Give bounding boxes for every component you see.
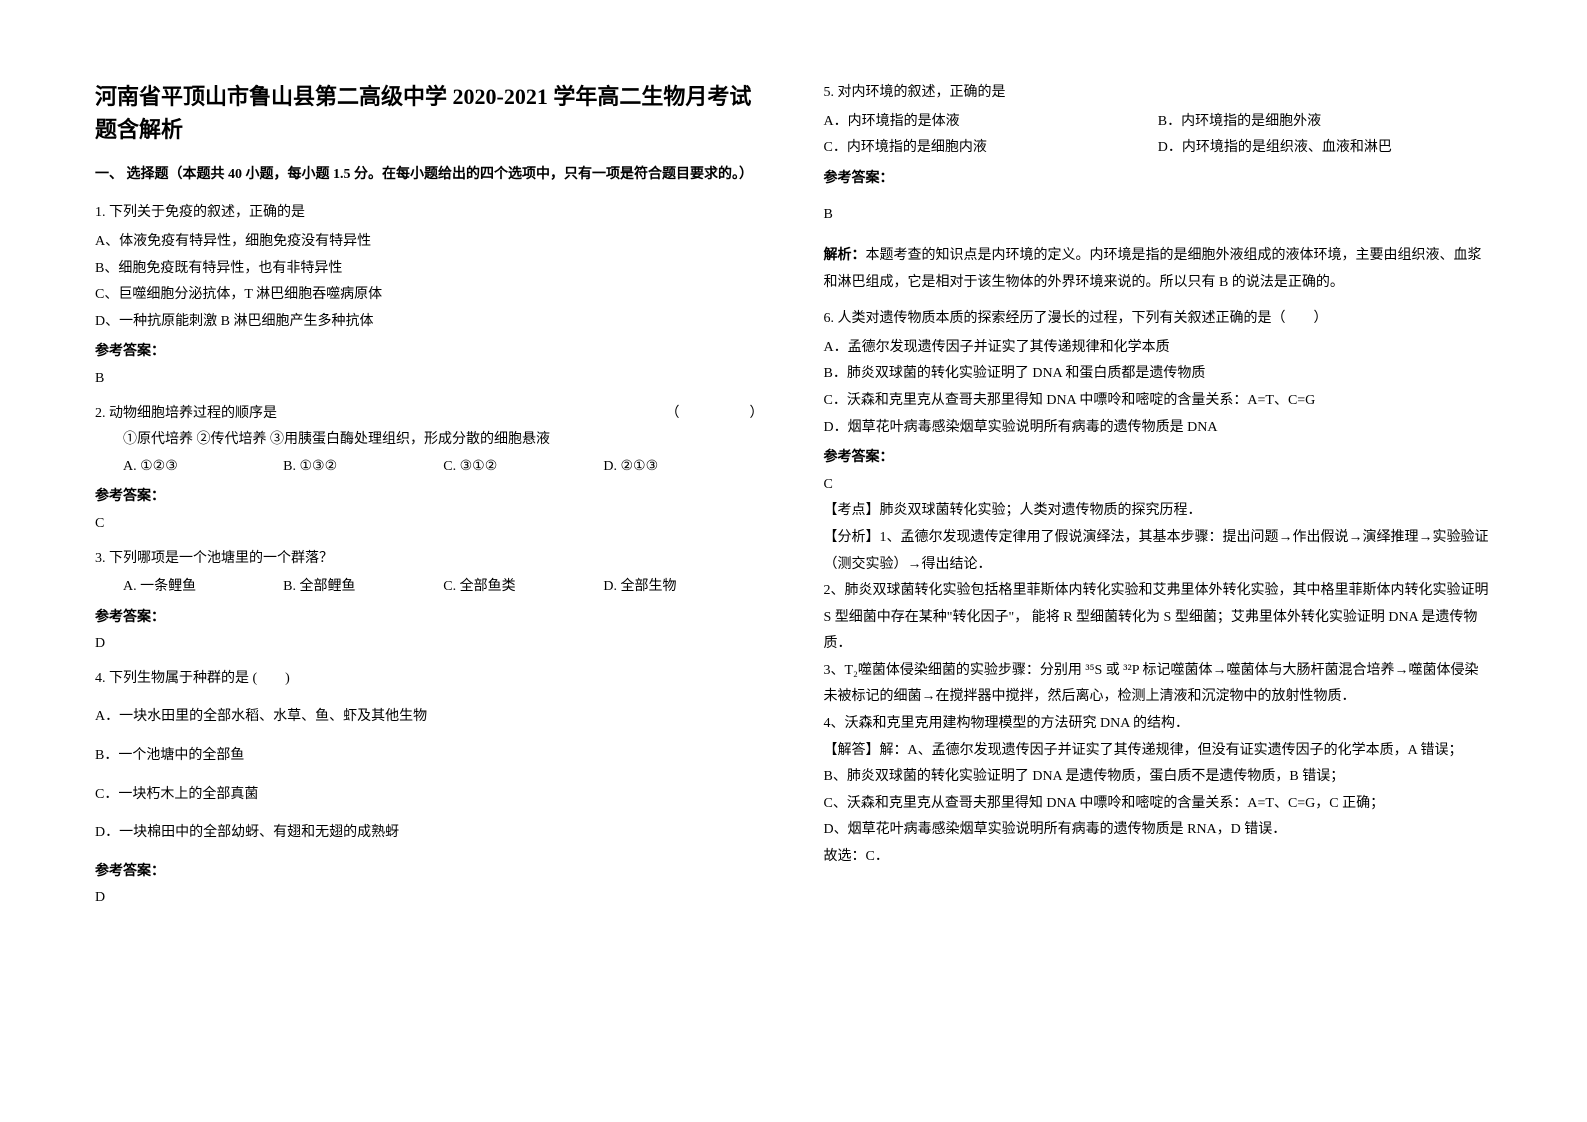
q6-stem: 6. 人类对遗传物质本质的探索经历了漫长的过程，下列有关叙述正确的是（ ）: [824, 306, 1493, 333]
q1-option-c: C、巨噬细胞分泌抗体，T 淋巴细胞吞噬病原体: [95, 282, 764, 309]
q5-options-row2: C．内环境指的是细胞内液 D．内环境指的是组织液、血液和淋巴: [824, 135, 1493, 162]
right-column: 5. 对内环境的叙述，正确的是 A．内环境指的是体液 B．内环境指的是细胞外液 …: [824, 80, 1493, 1042]
q2-paren: （ ）: [666, 401, 764, 428]
q6-fenxi3: 3、T₂噬菌体侵染细菌的实验步骤：分别用 ³⁵S 或 ³²P 标记噬菌体→噬菌体…: [824, 658, 1493, 711]
q6-option-b: B．肺炎双球菌的转化实验证明了 DNA 和蛋白质都是遗传物质: [824, 361, 1493, 388]
q6-jieda-d: D、烟草花叶病毒感染烟草实验说明所有病毒的遗传物质是 RNA，D 错误．: [824, 817, 1493, 844]
q1-option-b: B、细胞免疫既有特异性，也有非特异性: [95, 256, 764, 283]
question-5: 5. 对内环境的叙述，正确的是 A．内环境指的是体液 B．内环境指的是细胞外液 …: [824, 80, 1493, 296]
q6-fenxi1: 【分析】1、孟德尔发现遗传定律用了假说演绎法，其基本步骤：提出问题→作出假说→演…: [824, 525, 1493, 578]
q3-answer: D: [95, 631, 764, 658]
q5-answer: B: [824, 202, 1493, 229]
q2-stem: 2. 动物细胞培养过程的顺序是: [95, 401, 277, 428]
q1-option-a: A、体液免疫有特异性，细胞免疫没有特异性: [95, 229, 764, 256]
q6-fenxi4: 4、沃森和克里克用建构物理模型的方法研究 DNA 的结构．: [824, 711, 1493, 738]
q5-option-a: A．内环境指的是体液: [824, 109, 1158, 136]
q3-option-b: B. 全部鲤鱼: [283, 574, 443, 601]
q4-stem: 4. 下列生物属于种群的是 ( ): [95, 666, 764, 693]
q5-option-c: C．内环境指的是细胞内液: [824, 135, 1158, 162]
question-3: 3. 下列哪项是一个池塘里的一个群落？ A. 一条鲤鱼 B. 全部鲤鱼 C. 全…: [95, 546, 764, 658]
left-column: 河南省平顶山市鲁山县第二高级中学 2020-2021 学年高二生物月考试题含解析…: [95, 80, 764, 1042]
q1-answer-label: 参考答案：: [95, 339, 764, 366]
q4-option-c: C．一块朽木上的全部真菌: [95, 782, 764, 809]
q6-answer-label: 参考答案：: [824, 445, 1493, 472]
q3-answer-label: 参考答案：: [95, 605, 764, 632]
question-2: 2. 动物细胞培养过程的顺序是 （ ） ①原代培养 ②传代培养 ③用胰蛋白酶处理…: [95, 401, 764, 538]
q5-options-row1: A．内环境指的是体液 B．内环境指的是细胞外液: [824, 109, 1493, 136]
q5-answer-label: 参考答案：: [824, 166, 1493, 193]
q6-guxuan: 故选：C．: [824, 844, 1493, 871]
q6-option-d: D．烟草花叶病毒感染烟草实验说明所有病毒的遗传物质是 DNA: [824, 415, 1493, 442]
q6-jieda-c: C、沃森和克里克从查哥夫那里得知 DNA 中嘌呤和嘧啶的含量关系：A=T、C=G…: [824, 791, 1493, 818]
q2-option-d: D. ②①③: [603, 454, 763, 481]
question-6: 6. 人类对遗传物质本质的探索经历了漫长的过程，下列有关叙述正确的是（ ） A．…: [824, 306, 1493, 870]
q5-analysis-label: 解析：: [824, 248, 866, 263]
q5-analysis-text: 本题考查的知识点是内环境的定义。内环境是指的是细胞外液组成的液体环境，主要由组织…: [824, 248, 1482, 290]
q2-option-c: C. ③①②: [443, 454, 603, 481]
question-4: 4. 下列生物属于种群的是 ( ) A．一块水田里的全部水稻、水草、鱼、虾及其他…: [95, 666, 764, 912]
q2-sub: ①原代培养 ②传代培养 ③用胰蛋白酶处理组织，形成分散的细胞悬液: [95, 427, 764, 454]
q6-jieda-b: B、肺炎双球菌的转化实验证明了 DNA 是遗传物质，蛋白质不是遗传物质，B 错误…: [824, 764, 1493, 791]
q3-option-c: C. 全部鱼类: [443, 574, 603, 601]
q2-answer: C: [95, 511, 764, 538]
q6-jieda: 【解答】解：A、孟德尔发现遗传因子并证实了其传递规律，但没有证实遗传因子的化学本…: [824, 738, 1493, 765]
q2-options: A. ①②③ B. ①③② C. ③①② D. ②①③: [95, 454, 764, 481]
q6-answer: C: [824, 472, 1493, 499]
q3-option-a: A. 一条鲤鱼: [123, 574, 283, 601]
q3-option-d: D. 全部生物: [603, 574, 763, 601]
q5-analysis: 解析：本题考查的知识点是内环境的定义。内环境是指的是细胞外液组成的液体环境，主要…: [824, 243, 1493, 296]
q1-option-d: D、一种抗原能刺激 B 淋巴细胞产生多种抗体: [95, 309, 764, 336]
q3-options: A. 一条鲤鱼 B. 全部鲤鱼 C. 全部鱼类 D. 全部生物: [95, 574, 764, 601]
q5-option-d: D．内环境指的是组织液、血液和淋巴: [1158, 135, 1492, 162]
q2-answer-label: 参考答案：: [95, 484, 764, 511]
q6-kaodian: 【考点】肺炎双球菌转化实验；人类对遗传物质的探究历程．: [824, 498, 1493, 525]
q6-fenxi2: 2、肺炎双球菌转化实验包括格里菲斯体内转化实验和艾弗里体外转化实验，其中格里菲斯…: [824, 578, 1493, 658]
section-header: 一、 选择题（本题共 40 小题，每小题 1.5 分。在每小题给出的四个选项中，…: [95, 164, 764, 186]
q4-option-d: D．一块棉田中的全部幼蚜、有翅和无翅的成熟蚜: [95, 820, 764, 847]
document-title: 河南省平顶山市鲁山县第二高级中学 2020-2021 学年高二生物月考试题含解析: [95, 80, 764, 146]
q2-option-b: B. ①③②: [283, 454, 443, 481]
q4-option-a: A．一块水田里的全部水稻、水草、鱼、虾及其他生物: [95, 704, 764, 731]
q4-option-b: B．一个池塘中的全部鱼: [95, 743, 764, 770]
q5-option-b: B．内环境指的是细胞外液: [1158, 109, 1492, 136]
q1-stem: 1. 下列关于免疫的叙述，正确的是: [95, 200, 764, 227]
q2-stem-row: 2. 动物细胞培养过程的顺序是 （ ）: [95, 401, 764, 428]
question-1: 1. 下列关于免疫的叙述，正确的是 A、体液免疫有特异性，细胞免疫没有特异性 B…: [95, 200, 764, 392]
q6-option-a: A．孟德尔发现遗传因子并证实了其传递规律和化学本质: [824, 335, 1493, 362]
q2-option-a: A. ①②③: [123, 454, 283, 481]
q5-stem: 5. 对内环境的叙述，正确的是: [824, 80, 1493, 107]
q4-answer: D: [95, 885, 764, 912]
q6-option-c: C．沃森和克里克从查哥夫那里得知 DNA 中嘌呤和嘧啶的含量关系：A=T、C=G: [824, 388, 1493, 415]
q4-answer-label: 参考答案：: [95, 859, 764, 886]
q3-stem: 3. 下列哪项是一个池塘里的一个群落？: [95, 546, 764, 573]
q1-answer: B: [95, 366, 764, 393]
